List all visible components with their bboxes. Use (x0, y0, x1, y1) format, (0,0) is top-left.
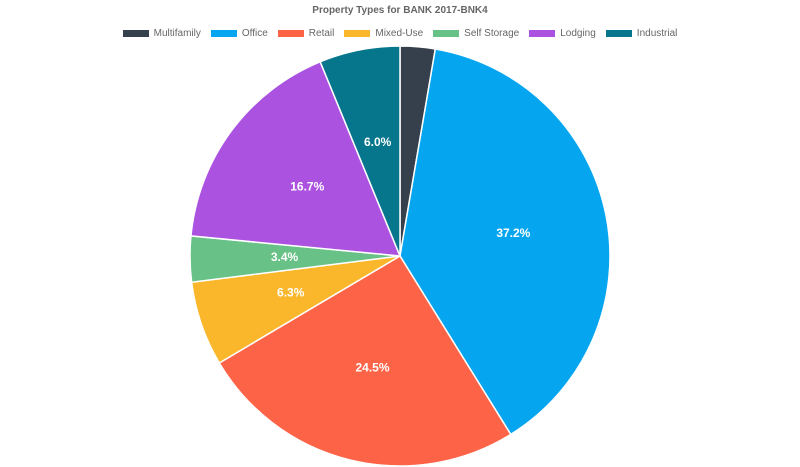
slice-data-label: 37.2% (496, 226, 530, 240)
chart-legend: Multifamily Office Retail Mixed-Use Self Sto… (0, 28, 800, 39)
legend-label: Mixed-Use (375, 28, 424, 39)
legend-swatch (210, 30, 237, 37)
legend-item[interactable]: Mixed-Use (344, 28, 423, 39)
legend-label: Self Storage (464, 28, 520, 39)
pie-slice-industrial[interactable] (319, 45, 401, 257)
legend-swatch (344, 30, 371, 37)
slice-data-label: 24.5% (355, 360, 389, 374)
legend-label: Office (241, 28, 268, 39)
pie-slice-lodging[interactable] (190, 60, 402, 257)
legend-item[interactable]: Office (210, 28, 268, 39)
slice-data-label: 6.0% (364, 135, 392, 149)
legend-label: Retail (308, 28, 335, 39)
legend-item[interactable]: Multifamily (122, 28, 201, 39)
legend-swatch (277, 30, 304, 37)
legend-label: Industrial (636, 28, 678, 39)
legend-swatch (529, 30, 556, 37)
legend-swatch (605, 30, 632, 37)
legend-label: Multifamily (153, 28, 201, 39)
legend-item[interactable]: Lodging (529, 28, 596, 39)
pie-slice-office[interactable] (399, 48, 611, 436)
slice-data-label: 3.4% (271, 250, 299, 264)
legend-swatch (122, 30, 149, 37)
legend-item[interactable]: Industrial (605, 28, 678, 39)
legend-item[interactable]: Retail (277, 28, 335, 39)
legend-item[interactable]: Self Storage (433, 28, 519, 39)
slice-data-label: 16.7% (290, 179, 324, 193)
pie-slice-retail[interactable] (218, 254, 512, 467)
slice-data-label: 6.3% (277, 286, 305, 300)
chart-title: Property Types for BANK 2017-BNK4 (312, 5, 488, 16)
legend-swatch (433, 30, 460, 37)
legend-label: Lodging (560, 28, 596, 39)
